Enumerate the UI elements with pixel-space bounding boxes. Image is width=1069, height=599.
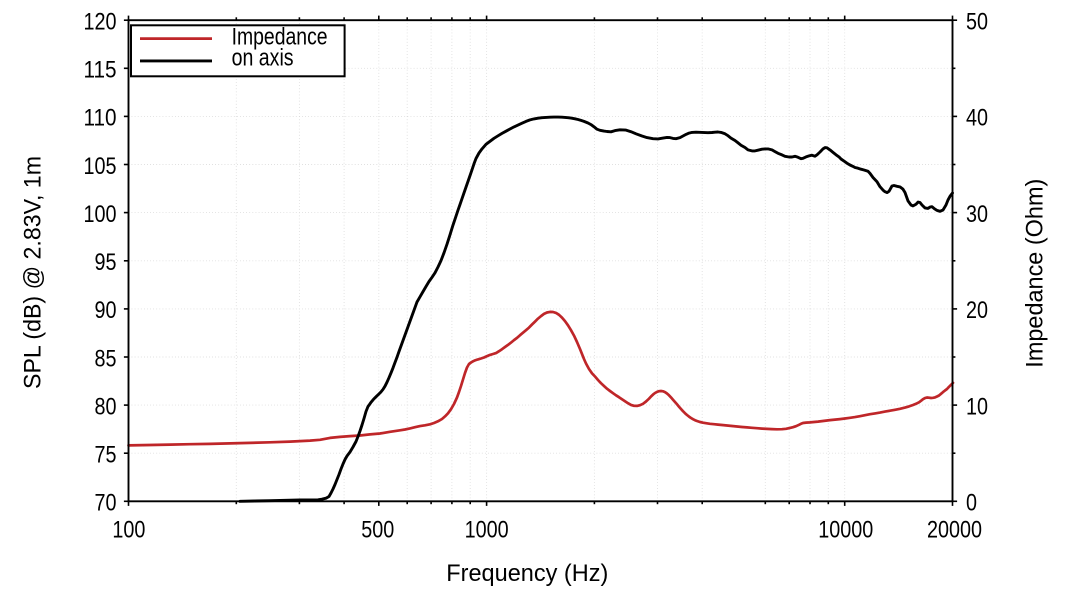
svg-text:80: 80 xyxy=(95,393,117,420)
svg-text:20000: 20000 xyxy=(927,516,982,543)
svg-text:105: 105 xyxy=(84,153,117,180)
svg-text:90: 90 xyxy=(95,297,117,324)
svg-text:30: 30 xyxy=(966,201,988,228)
svg-text:115: 115 xyxy=(84,57,117,84)
svg-text:85: 85 xyxy=(95,345,117,372)
svg-text:50: 50 xyxy=(966,9,988,36)
svg-text:20: 20 xyxy=(966,297,988,324)
svg-text:10: 10 xyxy=(966,393,988,420)
svg-text:75: 75 xyxy=(95,441,117,468)
svg-text:0: 0 xyxy=(966,490,977,517)
svg-text:40: 40 xyxy=(966,105,988,132)
svg-text:70: 70 xyxy=(95,490,117,517)
svg-text:on axis: on axis xyxy=(232,44,294,71)
svg-text:100: 100 xyxy=(112,516,145,543)
svg-text:500: 500 xyxy=(361,516,394,543)
svg-text:Frequency (Hz): Frequency (Hz) xyxy=(446,560,608,587)
svg-text:10000: 10000 xyxy=(818,516,873,543)
svg-text:120: 120 xyxy=(84,9,117,36)
svg-text:95: 95 xyxy=(95,249,117,276)
svg-text:110: 110 xyxy=(84,105,117,132)
svg-text:Impedance: Impedance xyxy=(232,23,328,50)
svg-text:1000: 1000 xyxy=(465,516,509,543)
svg-text:100: 100 xyxy=(84,201,117,228)
svg-text:SPL (dB) @ 2.83V, 1m: SPL (dB) @ 2.83V, 1m xyxy=(20,156,47,389)
svg-text:Impedance (Ohm): Impedance (Ohm) xyxy=(1022,179,1049,368)
